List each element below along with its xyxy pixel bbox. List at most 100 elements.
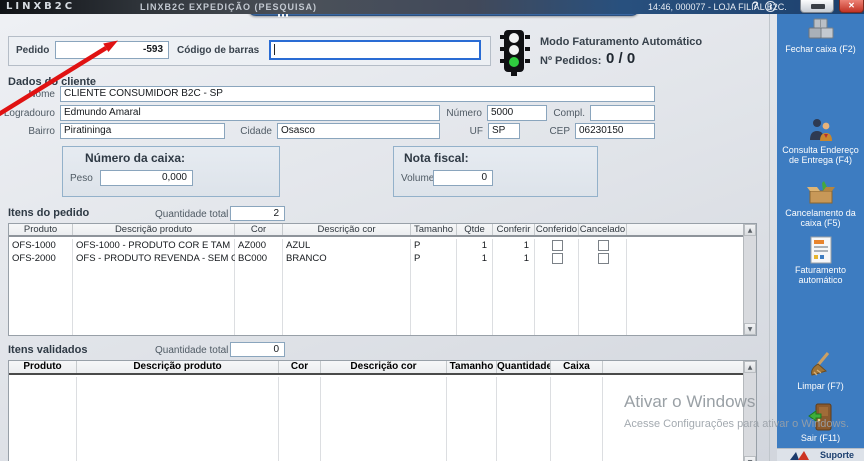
- content-divider: [769, 14, 770, 461]
- col-conferir[interactable]: Conferir: [493, 224, 535, 235]
- col-tamanho[interactable]: Tamanho: [411, 224, 457, 235]
- conferido-checkbox[interactable]: [551, 253, 563, 264]
- col-produto[interactable]: Produto: [9, 224, 73, 235]
- button-label: Limpar (F7): [797, 381, 844, 391]
- col-descricao-produto[interactable]: Descrição produto: [73, 224, 235, 235]
- box-number-title: Número da caixa:: [85, 151, 186, 165]
- validated-items-table: Produto Descrição produto Cor Descrição …: [8, 360, 757, 461]
- invoice-groupbox: Nota fiscal:: [393, 146, 598, 197]
- scroll-up-icon[interactable]: ▲: [744, 224, 756, 236]
- cancelamento-caixa-button[interactable]: Cancelamento da caixa (F5): [777, 179, 864, 228]
- info-icon[interactable]: i: [765, 1, 776, 12]
- cell-tamanho: P: [414, 240, 421, 251]
- limpar-button[interactable]: Limpar (F7): [777, 350, 864, 391]
- open-box-icon: [777, 179, 864, 207]
- scroll-down-icon[interactable]: ▼: [744, 323, 756, 335]
- door-exit-icon: [777, 402, 864, 432]
- table-body-columns: [9, 377, 743, 461]
- table-row[interactable]: OFS-2000 OFS - PRODUTO REVENDA - SEM GTI…: [9, 252, 743, 265]
- vertical-scrollbar[interactable]: ▲ ▼: [743, 361, 756, 461]
- broom-icon: [777, 350, 864, 380]
- col-quantidade[interactable]: Quantidade: [497, 361, 551, 373]
- cancelado-checkbox[interactable]: [597, 240, 609, 251]
- bairro-label: Bairro: [28, 126, 55, 137]
- col-cancelado[interactable]: Cancelado: [579, 224, 627, 235]
- cell-descricao-cor: AZUL: [286, 240, 311, 251]
- order-items-qty-value: 2: [230, 206, 285, 221]
- pedido-input[interactable]: -593: [55, 41, 169, 59]
- col-qtde[interactable]: Qtde: [457, 224, 493, 235]
- main-content: Pedido -593 Código de barras Modo Fatura…: [0, 14, 779, 461]
- pedido-label: Pedido: [16, 45, 50, 56]
- cep-input[interactable]: 06230150: [575, 123, 655, 139]
- scroll-up-icon[interactable]: ▲: [744, 361, 756, 373]
- volume-label: Volume: [401, 173, 435, 184]
- cell-descricao-cor: BRANCO: [286, 253, 327, 264]
- text-caret: [274, 43, 275, 55]
- uf-label: UF: [469, 126, 483, 137]
- col-descricao-produto[interactable]: Descrição produto: [77, 361, 279, 373]
- faturamento-automatico-button[interactable]: Faturamento automático: [777, 236, 864, 285]
- nome-input[interactable]: CLIENTE CONSUMIDOR B2C - SP: [60, 86, 655, 102]
- vertical-scrollbar[interactable]: ▲ ▼: [743, 224, 756, 335]
- barcode-input[interactable]: [269, 40, 481, 60]
- window-close-button[interactable]: ✕: [839, 0, 864, 13]
- titlebar-status-text: 14:46, 000077 - LOJA FILIAL B2C.: [648, 2, 787, 12]
- validated-items-header-row: Produto Descrição produto Cor Descrição …: [9, 361, 743, 375]
- compl-input[interactable]: [590, 105, 655, 121]
- window-minimize-button[interactable]: [800, 0, 834, 13]
- scroll-down-icon[interactable]: ▼: [744, 456, 756, 461]
- barcode-label: Código de barras: [177, 45, 260, 56]
- button-label: Faturamento automático: [794, 265, 847, 285]
- col-cor[interactable]: Cor: [279, 361, 321, 373]
- order-items-title: Itens do pedido: [8, 207, 90, 219]
- mode-title: Modo Faturamento Automático: [540, 36, 703, 48]
- uf-input[interactable]: SP: [488, 123, 520, 139]
- validated-items-title: Itens validados: [8, 344, 88, 356]
- validated-qty-value: 0: [230, 342, 285, 357]
- support-label: Suporte: [820, 450, 855, 460]
- table-row[interactable]: OFS-1000 OFS-1000 - PRODUTO COR E TAM AZ…: [9, 239, 743, 252]
- button-label: Fechar caixa (F2): [785, 44, 856, 54]
- fechar-caixa-button[interactable]: Fechar caixa (F2): [777, 17, 864, 54]
- cell-tamanho: P: [414, 253, 421, 264]
- validated-qty-label: Quantidade total: [155, 345, 229, 356]
- consulta-endereco-button[interactable]: Consulta Endereço de Entrega (F4): [777, 118, 864, 165]
- col-cor[interactable]: Cor: [235, 224, 283, 235]
- peso-label: Peso: [70, 173, 93, 184]
- cell-conferir: 1: [523, 240, 529, 251]
- help-icon[interactable]: ?: [752, 0, 759, 12]
- col-tamanho[interactable]: Tamanho: [447, 361, 497, 373]
- peso-input[interactable]: 0,000: [100, 170, 193, 186]
- cell-descricao-produto: OFS - PRODUTO REVENDA - SEM GTIN: [76, 253, 235, 264]
- orders-count-value: 0 / 0: [606, 50, 636, 67]
- cell-qtde: 1: [481, 253, 487, 264]
- cidade-input[interactable]: Osasco: [277, 123, 440, 139]
- col-caixa[interactable]: Caixa: [551, 361, 603, 373]
- button-label: Cancelamento da caixa (F5): [785, 208, 856, 228]
- volume-input[interactable]: 0: [433, 170, 493, 186]
- cell-qtde: 1: [481, 240, 487, 251]
- cell-produto: OFS-1000: [12, 240, 56, 251]
- conferido-checkbox[interactable]: [551, 240, 563, 251]
- order-items-table: Produto Descrição produto Cor Descrição …: [8, 223, 757, 336]
- action-sidebar: Fechar caixa (F2) Consulta Endereço de E…: [777, 14, 864, 448]
- traffic-light-icon: [499, 29, 531, 81]
- bairro-input[interactable]: Piratininga: [60, 123, 225, 139]
- cancelado-checkbox[interactable]: [597, 253, 609, 264]
- order-items-qty-label: Quantidade total: [155, 209, 229, 220]
- col-produto[interactable]: Produto: [9, 361, 77, 373]
- sair-button[interactable]: Sair (F11): [777, 402, 864, 443]
- invoice-icon: [777, 236, 864, 264]
- button-label: Sair (F11): [800, 433, 841, 443]
- col-descricao-cor[interactable]: Descrição cor: [321, 361, 447, 373]
- people-icon: [777, 118, 864, 144]
- col-conferido[interactable]: Conferido: [535, 224, 579, 235]
- support-bar[interactable]: Suporte: [777, 448, 864, 461]
- window-title: LinxB2C Expedição (PESQUISA): [140, 2, 318, 12]
- col-descricao-cor[interactable]: Descrição cor: [283, 224, 411, 235]
- logradouro-label: Logradouro: [3, 108, 55, 119]
- numero-input[interactable]: 5000: [487, 105, 547, 121]
- logradouro-input[interactable]: Edmundo Amaral: [60, 105, 440, 121]
